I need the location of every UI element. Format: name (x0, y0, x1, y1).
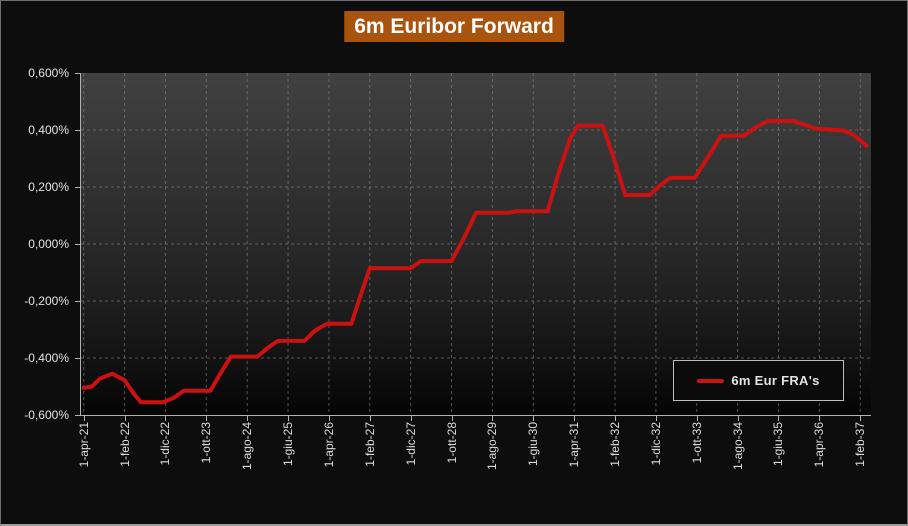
x-axis-tick-mark (165, 416, 167, 421)
y-axis-tick-label: 0,400% (28, 123, 69, 137)
y-axis-line (80, 73, 81, 415)
y-axis-tick-label: 0,200% (28, 180, 69, 194)
x-axis-tick-mark (124, 416, 126, 421)
x-axis-line (76, 415, 871, 416)
x-axis-tick-mark (778, 416, 780, 421)
x-axis-tick-mark (574, 416, 576, 421)
x-axis-tick-mark (328, 416, 330, 421)
y-axis-tick-mark (75, 187, 80, 188)
x-axis-tick-mark (819, 416, 821, 421)
y-axis-tick-mark (75, 130, 80, 131)
x-axis-tick-label: 1-apr-21 (76, 422, 91, 468)
x-axis-tick-mark (737, 416, 739, 421)
x-axis-tick-label: 1-ago-34 (730, 422, 745, 471)
chart-title: 6m Euribor Forward (344, 11, 564, 42)
x-axis-tick-mark (615, 416, 616, 421)
legend-series-label: 6m Eur FRA's (731, 373, 820, 388)
x-axis-tick-label: 1-dic-27 (403, 422, 418, 466)
y-axis-tick-label: -0,600% (24, 408, 69, 422)
x-axis-tick-mark (206, 416, 208, 421)
x-axis-tick-mark (860, 416, 862, 421)
y-axis-tick-label: -0,200% (24, 294, 69, 308)
y-axis-tick-mark (75, 415, 80, 416)
series-plot-svg (81, 73, 871, 415)
y-axis-tick-label: -0,400% (24, 351, 69, 365)
x-axis-tick-label: 1-feb-37 (853, 422, 868, 467)
x-axis-tick-mark (696, 416, 698, 421)
x-axis-tick-mark (83, 416, 85, 421)
series-line-6m-eur-fras (81, 118, 869, 405)
x-axis-tick-mark (451, 416, 453, 421)
x-axis-tick-label: 1-giu-30 (526, 422, 541, 467)
y-axis-tick-label: 0,600% (28, 66, 69, 80)
x-axis-tick-label: 1-apr-26 (321, 422, 336, 468)
x-axis-tick-label: 1-giu-35 (771, 422, 786, 467)
x-axis-tick-label: 1-ott-33 (689, 422, 704, 464)
legend: 6m Eur FRA's (673, 360, 844, 401)
x-axis-tick-label: 1-feb-32 (608, 422, 622, 467)
x-axis-tick-label: 1-giu-25 (281, 422, 296, 467)
x-axis-tick-mark (533, 416, 535, 421)
x-axis-tick-mark (410, 416, 412, 421)
x-axis-tick-label: 1-dic-22 (158, 422, 173, 466)
x-axis-tick-label: 1-feb-22 (117, 422, 132, 467)
x-axis-tick-label: 1-ott-23 (199, 422, 214, 464)
y-axis-tick-mark (75, 244, 80, 245)
x-axis-tick-mark (492, 416, 494, 421)
x-axis-tick-label: 1-ago-24 (240, 422, 255, 471)
x-axis-tick-label: 1-apr-36 (812, 422, 827, 468)
x-axis-tick-label: 1-dic-32 (648, 422, 663, 466)
x-axis-tick-label: 1-apr-31 (567, 422, 582, 468)
x-axis-tick-label: 1-ago-29 (485, 422, 500, 471)
x-axis-tick-mark (655, 416, 657, 421)
plot-area (81, 73, 871, 415)
y-axis-tick-mark (75, 73, 80, 74)
x-axis-tick-label: 1-ott-28 (444, 422, 459, 464)
legend-line-sample (697, 378, 725, 383)
x-axis-tick-mark (247, 416, 249, 421)
x-axis-tick-mark (288, 416, 290, 421)
x-axis-tick-label: 1-feb-27 (362, 422, 377, 467)
y-axis-tick-mark (75, 301, 80, 302)
y-axis-tick-mark (75, 358, 80, 359)
x-axis-tick-mark (369, 416, 371, 421)
y-axis-tick-label: 0,000% (28, 237, 69, 251)
